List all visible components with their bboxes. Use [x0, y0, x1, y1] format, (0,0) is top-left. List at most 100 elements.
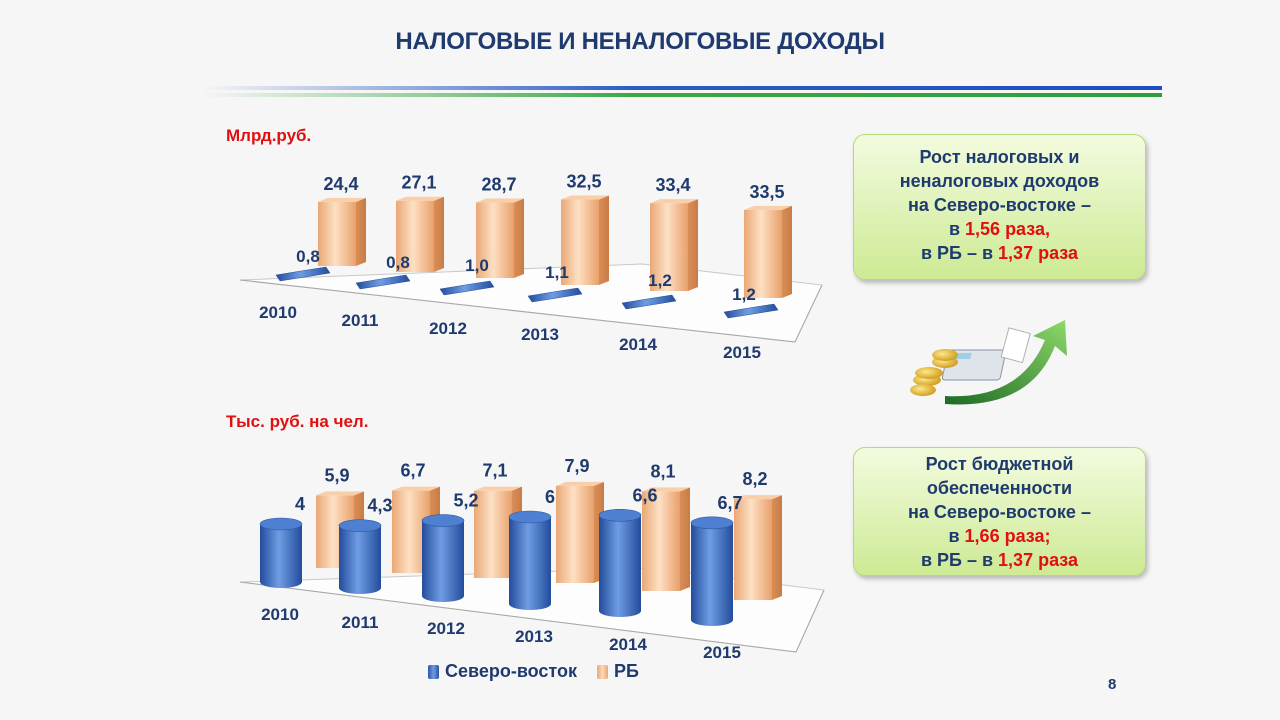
bar-rb-side-2014	[680, 487, 690, 591]
box2-line4: в 1,66 раза;	[948, 526, 1051, 546]
tick-year-2013: 2013	[515, 627, 553, 646]
label-rb-2013: 7,9	[564, 456, 589, 476]
tick-year-2014: 2014	[609, 635, 647, 654]
label-northeast-2011: 0,8	[386, 253, 410, 272]
bar-rb-top-2014	[642, 487, 690, 492]
bar-rb-2013	[561, 199, 599, 285]
bar-rb-side-2012	[514, 198, 524, 278]
box2-rb-growth: 1,37 раза	[998, 550, 1079, 570]
label-rb-2014: 33,4	[655, 175, 690, 195]
bar-rb-top-2015	[744, 205, 792, 210]
box2-line5: в РБ – в 1,37 раза	[920, 550, 1079, 570]
bar-northeast-2015	[723, 303, 779, 319]
bar-rb-2014	[642, 491, 680, 591]
bar-northeast-top-2011	[338, 519, 382, 532]
growth-info-box-2: Рост бюджетной обеспеченности на Северо-…	[853, 447, 1146, 576]
tick-year-2011: 2011	[342, 613, 379, 632]
bar-northeast-top-2015	[690, 516, 734, 530]
legend-label-rb: РБ	[614, 661, 639, 681]
label-rb-2010: 5,9	[324, 465, 349, 485]
label-rb-2015: 33,5	[749, 182, 784, 202]
bar-northeast-2012	[422, 520, 464, 602]
bar-rb-2015	[744, 209, 782, 298]
coins-icon	[910, 349, 958, 396]
box1-northeast-growth: 1,56 раза	[965, 219, 1046, 239]
bar-northeast-top-2012	[421, 514, 465, 527]
label-northeast-2012: 1,0	[465, 256, 489, 275]
bar-rb-top-2011	[392, 486, 440, 491]
bar-northeast-top-2010	[259, 517, 303, 531]
label-northeast-2013: 1,1	[545, 263, 569, 282]
bar-northeast-2010	[275, 266, 331, 282]
tick-year-2010: 2010	[259, 303, 297, 322]
bar-rb-2012	[476, 202, 514, 278]
bar-rb-2010	[318, 201, 356, 266]
bar-northeast-2012	[439, 280, 495, 296]
bar-rb-top-2014	[650, 199, 698, 204]
tick-year-2015: 2015	[723, 343, 761, 362]
legend-label-northeast: Северо-восток	[445, 661, 578, 681]
tick-year-2012: 2012	[429, 319, 467, 338]
legend-swatch-blue	[428, 664, 439, 679]
bar-rb-2013	[556, 485, 594, 583]
label-rb-2014: 8,1	[650, 461, 675, 481]
tick-year-2014: 2014	[619, 335, 657, 354]
box1-rb-growth: 1,37 раза	[998, 243, 1079, 263]
label-rb-2011: 6,7	[400, 461, 425, 481]
bar-rb-top-2012	[476, 198, 524, 203]
bar-rb-top-2013	[561, 195, 609, 200]
label-rb-2012: 28,7	[481, 175, 516, 195]
chart-legend: Северо-восток РБ	[428, 661, 639, 682]
box2-northeast-growth: 1,66 раза	[964, 526, 1045, 546]
label-northeast-2013: 6	[545, 487, 555, 507]
legend-swatch-orange	[597, 664, 609, 679]
label-northeast-2010: 4	[295, 494, 305, 514]
bar-rb-top-2015	[734, 495, 782, 500]
tick-year-2011: 2011	[342, 311, 379, 330]
label-rb-2010: 24,4	[323, 174, 358, 194]
box2-line3: на Северо-востоке –	[908, 502, 1091, 522]
label-northeast-2015: 6,7	[717, 493, 742, 513]
chart2-axis	[239, 581, 825, 653]
bar-rb-2015	[734, 499, 772, 600]
bar-northeast-2010	[260, 524, 302, 588]
growth-arrow-icon	[945, 320, 1067, 405]
bar-northeast-2011	[355, 274, 411, 290]
growth-info-box-1: Рост налоговых и неналоговых доходов на …	[853, 134, 1146, 280]
title-divider-blue	[200, 86, 1162, 90]
label-northeast-2012: 5,2	[453, 491, 478, 511]
label-northeast-2014: 1,2	[648, 271, 672, 290]
box1-line3: на Северо-востоке –	[908, 195, 1091, 215]
bar-rb-top-2012	[474, 486, 522, 491]
money-growth-illustration	[910, 320, 1067, 405]
bar-rb-top-2011	[396, 196, 444, 201]
bar-northeast-2011	[339, 525, 381, 594]
bar-rb-side-2015	[772, 495, 782, 600]
chart1-unit-label: Млрд.руб.	[226, 126, 312, 145]
bar-northeast-top-2014	[598, 509, 642, 522]
bar-rb-2014	[650, 203, 688, 291]
tick-year-2013: 2013	[521, 325, 559, 344]
bar-rb-top-2010	[318, 197, 366, 202]
bar-rb-side-2010	[356, 197, 366, 266]
label-rb-2015: 8,2	[742, 469, 767, 489]
tick-year-2010: 2010	[261, 605, 299, 624]
tick-year-2012: 2012	[427, 619, 465, 638]
label-rb-2012: 7,1	[482, 461, 507, 481]
bar-rb-side-2013	[599, 195, 609, 285]
box1-line4: в 1,56 раза,	[948, 219, 1051, 239]
label-northeast-2014: 6,6	[632, 485, 657, 505]
bar-northeast-2014	[599, 515, 641, 617]
chart-revenue-billion: 24,4 0,8 2010 27,1 0,8 2011 28,7 1,0 2012 32,5 1,1…	[239, 172, 823, 362]
label-rb-2011: 27,1	[401, 173, 436, 193]
page-number: 8	[1108, 676, 1117, 693]
bar-rb-side-2011	[434, 196, 444, 272]
chart1-axis	[239, 279, 823, 343]
chart2-unit-label: Тыс. руб. на чел.	[226, 412, 369, 431]
bar-northeast-2015	[691, 522, 733, 626]
bar-northeast-2013	[527, 287, 583, 303]
bar-rb-top-2010	[316, 491, 364, 496]
box1-line1: Рост налоговых и	[919, 147, 1080, 167]
box1-line2: неналоговых доходов	[899, 171, 1100, 191]
box1-line5: в РБ – в 1,37 раза	[920, 243, 1079, 263]
